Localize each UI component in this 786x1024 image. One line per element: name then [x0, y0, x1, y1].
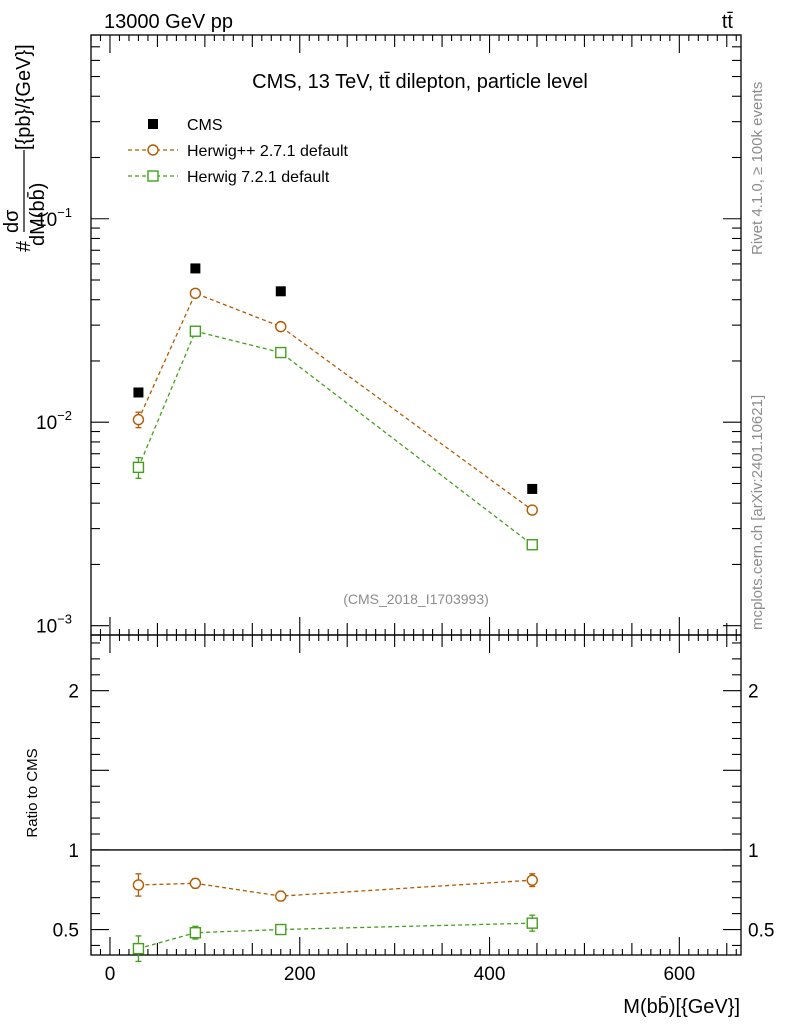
- header-left-label: 13000 GeV pp: [104, 11, 233, 33]
- series-line: [137, 292, 533, 511]
- legend-entry: Herwig 7.2.1 default: [128, 169, 330, 186]
- main-axis-ticks: 10−110−210−3: [36, 34, 741, 638]
- x-tick-label: 600: [663, 964, 695, 985]
- data-point: [148, 119, 158, 129]
- ratio-series-herwig-2-7-1-default: [132, 873, 538, 902]
- series-line: [137, 330, 533, 546]
- main-data-layer: [132, 263, 538, 551]
- data-point: [275, 890, 287, 902]
- ratio-y-tick-label-right: 0.5: [748, 921, 774, 942]
- series-herwig-2-7-1-default: [132, 287, 538, 516]
- mcplots-side-label: mcplots.cern.ch [arXiv:2401.10621]: [749, 395, 766, 630]
- y-label-numerator: dσ: [1, 209, 23, 233]
- main-y-tick-exponent: −1: [57, 205, 72, 220]
- ratio-panel: 0.5 0.5 1 1 2 2 0 200 400 600 Ratio to CMS M(bb̄)…: [24, 634, 774, 1018]
- rivet-side-label: Rivet 4.1.0, ≥ 100k events: [749, 82, 766, 255]
- ratio-y-tick-label-right: 2: [748, 682, 759, 703]
- data-point: [132, 461, 145, 474]
- main-y-tick-label: 10−3: [36, 612, 72, 638]
- series-herwig-7-2-1-default: [132, 325, 538, 551]
- ratio-y-label: Ratio to CMS: [24, 748, 41, 837]
- ratio-plot-frame: [90, 634, 742, 956]
- data-point: [147, 144, 159, 156]
- data-point: [132, 942, 145, 955]
- data-point: [527, 483, 538, 494]
- y-label-hash: #: [13, 240, 35, 252]
- data-point: [526, 874, 538, 886]
- main-y-tick-label: 10−2: [36, 408, 72, 434]
- legend-entry: CMS: [148, 117, 223, 134]
- main-y-label: # dσ dM(bb̄) [{pb}/{GeV}]: [1, 44, 49, 252]
- data-point: [132, 879, 145, 891]
- ratio-line: [138, 879, 533, 897]
- ratio-data-layer: [91, 849, 741, 963]
- data-point: [190, 263, 201, 274]
- data-point: [275, 923, 287, 936]
- x-axis-label: M(bb̄)[{GeV}]: [623, 995, 740, 1018]
- watermark: (CMS_2018_I1703993): [343, 591, 489, 607]
- legend-label: CMS: [187, 117, 223, 134]
- data-point: [526, 539, 538, 551]
- legend-label: Herwig++ 2.7.1 default: [187, 143, 349, 160]
- data-point: [189, 325, 202, 337]
- data-point: [133, 387, 144, 398]
- ratio-y-tick-label: 2: [68, 682, 79, 703]
- data-point: [275, 320, 287, 333]
- ratio-line: [138, 922, 533, 950]
- data-point: [526, 917, 538, 929]
- legend: CMS Herwig++ 2.7.1 default Herwig 7.2.1 de…: [128, 117, 349, 186]
- main-y-tick-exponent: −2: [57, 408, 72, 423]
- x-tick-label: 400: [474, 964, 506, 985]
- data-point: [275, 346, 287, 359]
- legend-entry: Herwig++ 2.7.1 default: [128, 143, 349, 160]
- ratio-y-tick-label: 1: [68, 841, 79, 862]
- data-point: [189, 877, 202, 890]
- x-tick-label: 0: [105, 964, 116, 985]
- series-cms: [133, 263, 538, 494]
- ratio-y-tick-label-right: 1: [748, 841, 759, 862]
- data-point: [526, 504, 538, 516]
- main-title: CMS, 13 TeV, tt̄ dilepton, particle leve…: [252, 71, 588, 93]
- data-point: [275, 286, 286, 297]
- x-tick-label: 200: [284, 964, 316, 985]
- legend-label: Herwig 7.2.1 default: [187, 169, 330, 186]
- data-point: [147, 170, 159, 182]
- main-y-tick-exponent: −3: [57, 612, 72, 627]
- y-label-unit: [{pb}/{GeV}]: [13, 44, 35, 150]
- ratio-y-tick-label: 0.5: [53, 921, 79, 942]
- data-point: [189, 287, 202, 300]
- data-point: [189, 927, 202, 939]
- ratio-axis-ticks: 0.5 0.5 1 1 2 2 0 200 400 600: [53, 635, 774, 985]
- data-point: [132, 413, 145, 426]
- y-label-denominator: dM(bb̄): [26, 183, 49, 246]
- ratio-series-herwig-7-2-1-default: [132, 914, 538, 963]
- main-panel: 10−110−210−3 CMS, 13 TeV, tt̄ dilepton, …: [1, 34, 742, 638]
- header-right-label: tt̄: [722, 11, 734, 33]
